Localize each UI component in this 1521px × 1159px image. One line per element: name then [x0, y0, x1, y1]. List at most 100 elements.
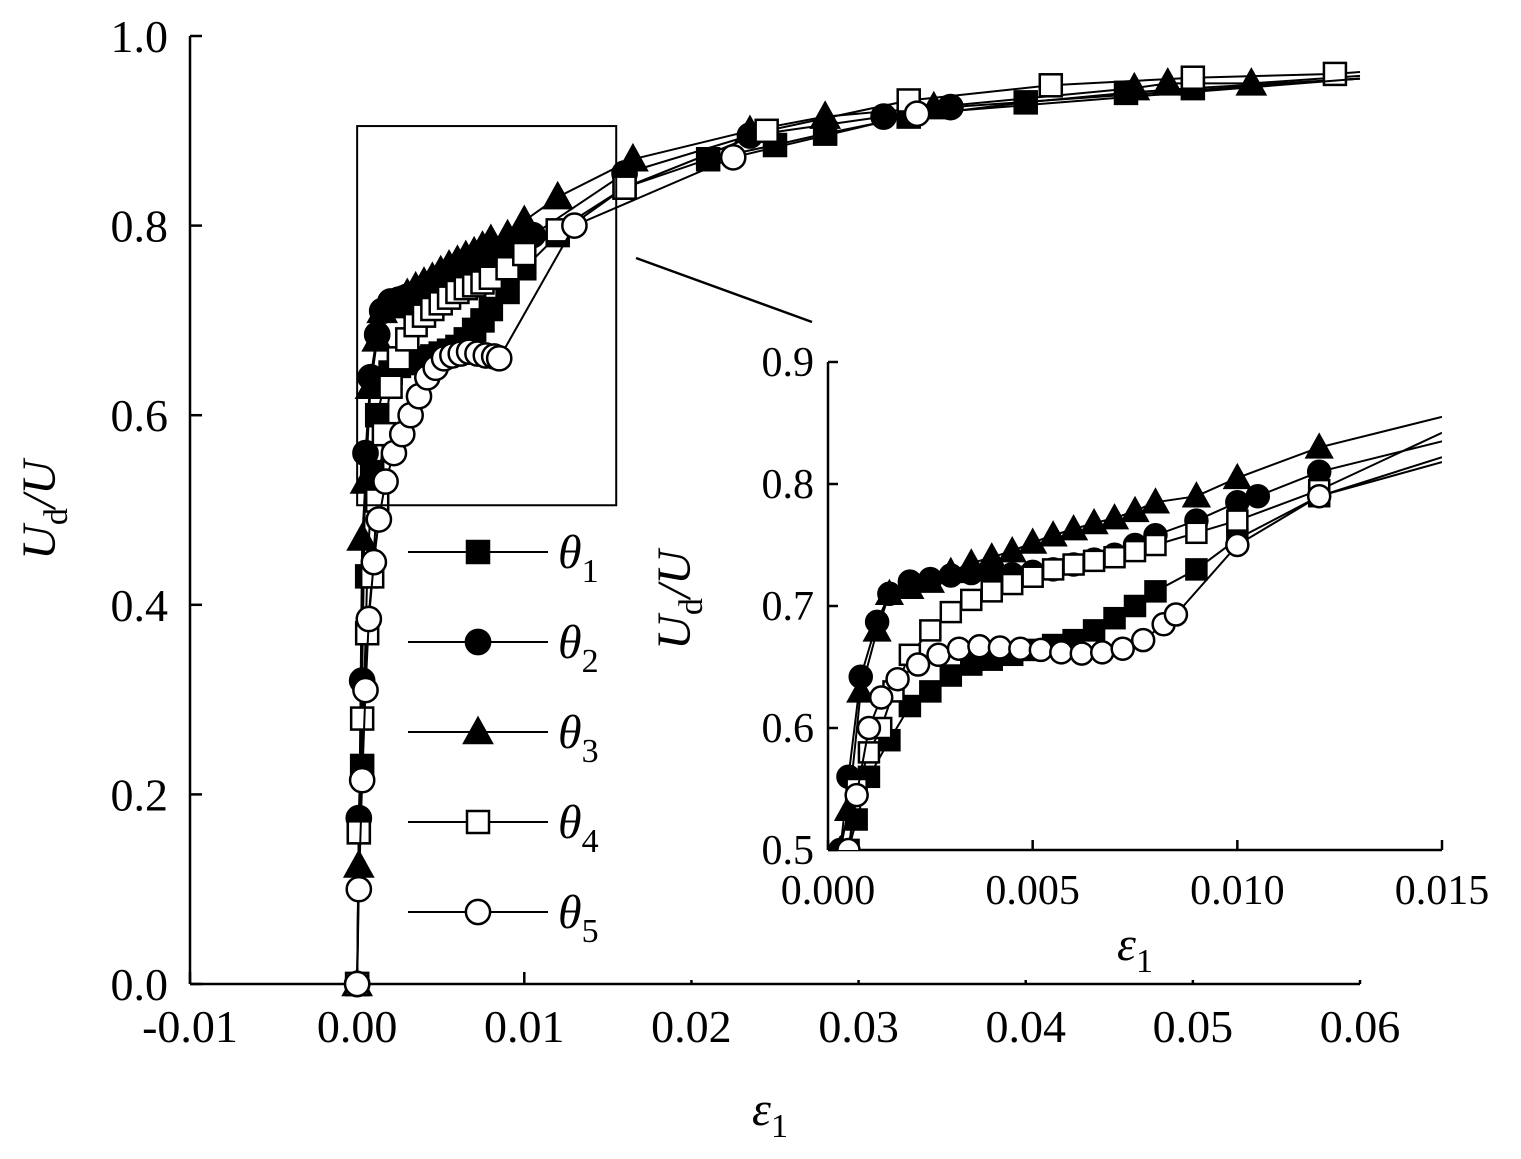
inset-data-point	[1226, 509, 1249, 532]
main-data-point	[512, 241, 537, 267]
inset-data-point	[1110, 636, 1135, 661]
inset-data-point	[926, 642, 951, 668]
main-x-tick-label: 0.04	[985, 1001, 1066, 1052]
legend-item-3: θ3	[408, 706, 599, 770]
inset-data-point	[997, 536, 1027, 563]
main-x-tick-label: 0.05	[1153, 1001, 1234, 1052]
main-data-point	[491, 218, 524, 248]
legend-label: θ5	[558, 886, 599, 950]
inset-x-tick-label: 0.000	[781, 868, 876, 914]
main-series-5	[343, 77, 1361, 998]
main-x-tick-label: 0.02	[651, 1001, 732, 1052]
legend-background	[400, 520, 630, 960]
inset-data-point	[1058, 514, 1089, 541]
inset-data-point	[1099, 503, 1130, 530]
inset-data-point	[1185, 558, 1208, 581]
zoom-region-box	[356, 125, 618, 507]
main-data-point	[378, 374, 403, 400]
inset-data-point	[857, 741, 881, 764]
inset-data-point	[1163, 602, 1189, 627]
inset-series-5	[836, 461, 1442, 850]
legend-item-1: θ1	[408, 526, 599, 590]
legend: θ1 θ2 θ3 θ4 θ5	[400, 520, 630, 960]
inset-data-point	[960, 588, 983, 612]
main-y-tick-label: 0.6	[111, 390, 169, 441]
inset-data-point	[1049, 640, 1074, 665]
main-x-tick-label: 0.06	[1320, 1001, 1401, 1052]
legend-marker	[465, 539, 491, 565]
inset-data-point	[936, 556, 966, 584]
main-y-tick-label: 0.2	[111, 769, 169, 820]
main-x-tick-label: -0.01	[142, 1001, 238, 1052]
inset-data-point	[980, 580, 1003, 603]
main-data-point	[508, 204, 541, 234]
inset-data-point	[1123, 539, 1147, 563]
main-data-point	[355, 605, 383, 633]
inset-x-tick-label: 0.015	[1395, 868, 1490, 914]
inset-data-point	[1181, 481, 1212, 508]
inset-data-point	[868, 685, 894, 710]
inset-data-point	[1062, 553, 1085, 576]
main-data-point	[345, 875, 373, 903]
legend-label: θ3	[558, 706, 599, 770]
inset-data-point	[1041, 558, 1065, 581]
inset-data-point	[919, 619, 942, 642]
main-data-point	[354, 370, 387, 400]
inset-data-point	[1090, 640, 1115, 665]
inset-data-point	[1000, 572, 1024, 596]
main-x-tick-label: 0.01	[484, 1001, 565, 1052]
inset-data-point	[1144, 533, 1167, 557]
inset-data-point	[836, 837, 861, 850]
inset-data-point	[1130, 627, 1156, 653]
inset-y-axis-title: Ud/U	[648, 547, 710, 650]
legend-label: θ2	[558, 616, 599, 680]
inset-data-point	[1008, 636, 1033, 661]
inset-data-point	[1103, 545, 1126, 569]
inset-data-point	[1140, 487, 1171, 514]
inset-data-point	[856, 715, 882, 741]
zoom-connector-line	[635, 256, 813, 324]
main-data-point	[361, 323, 394, 352]
inset-y-tick-label: 0.6	[762, 706, 815, 752]
main-data-point	[1151, 67, 1184, 96]
main-plot: -0.01 0.00 0.01 0.02 0.03 0.04 0.05 0.06 0.0 0.2 0…	[13, 11, 1400, 1145]
inset-data-point	[898, 694, 922, 718]
main-data-point	[352, 676, 379, 704]
inset-data-point	[846, 676, 876, 703]
inset-data-point	[1018, 527, 1048, 554]
inset-data-point	[1304, 432, 1334, 459]
inset-data-point	[987, 635, 1013, 660]
inset-data-point	[939, 664, 963, 687]
inset-data-point	[874, 578, 905, 606]
main-data-point	[809, 100, 842, 129]
inset-data-point	[1222, 462, 1252, 490]
main-data-point	[1038, 73, 1064, 98]
main-y-axis-title: Ud/U	[13, 457, 75, 560]
inset-data-point	[956, 548, 986, 575]
legend-marker	[464, 628, 492, 656]
main-data-point	[754, 118, 779, 144]
inset-data-point	[1123, 594, 1147, 618]
inset-series-3	[831, 415, 1442, 850]
inset-data-point	[1306, 483, 1332, 509]
main-data-point	[360, 548, 388, 576]
main-x-tick-label: 0.03	[818, 1001, 899, 1052]
main-y-tick-label: 0.4	[111, 580, 169, 631]
inset-data-point	[1144, 580, 1167, 603]
inset-x-tick-label: 0.005	[985, 868, 1080, 914]
main-y-tick-label: 0.0	[111, 959, 169, 1010]
inset-y-tick-label: 0.9	[762, 340, 815, 386]
inset-data-point	[844, 782, 869, 808]
inset-data-point	[905, 652, 931, 677]
main-data-point	[346, 820, 372, 845]
main-data-point	[372, 468, 399, 495]
main-data-point	[541, 180, 574, 210]
main-data-point	[365, 506, 393, 533]
main-y-tick-label: 0.8	[111, 201, 169, 252]
legend-item-4: θ4	[408, 796, 599, 860]
inset-data-point	[895, 572, 925, 599]
main-x-tick-label: 0.00	[317, 1001, 398, 1052]
main-data-point	[719, 143, 747, 171]
inset-data-point	[1021, 565, 1044, 588]
